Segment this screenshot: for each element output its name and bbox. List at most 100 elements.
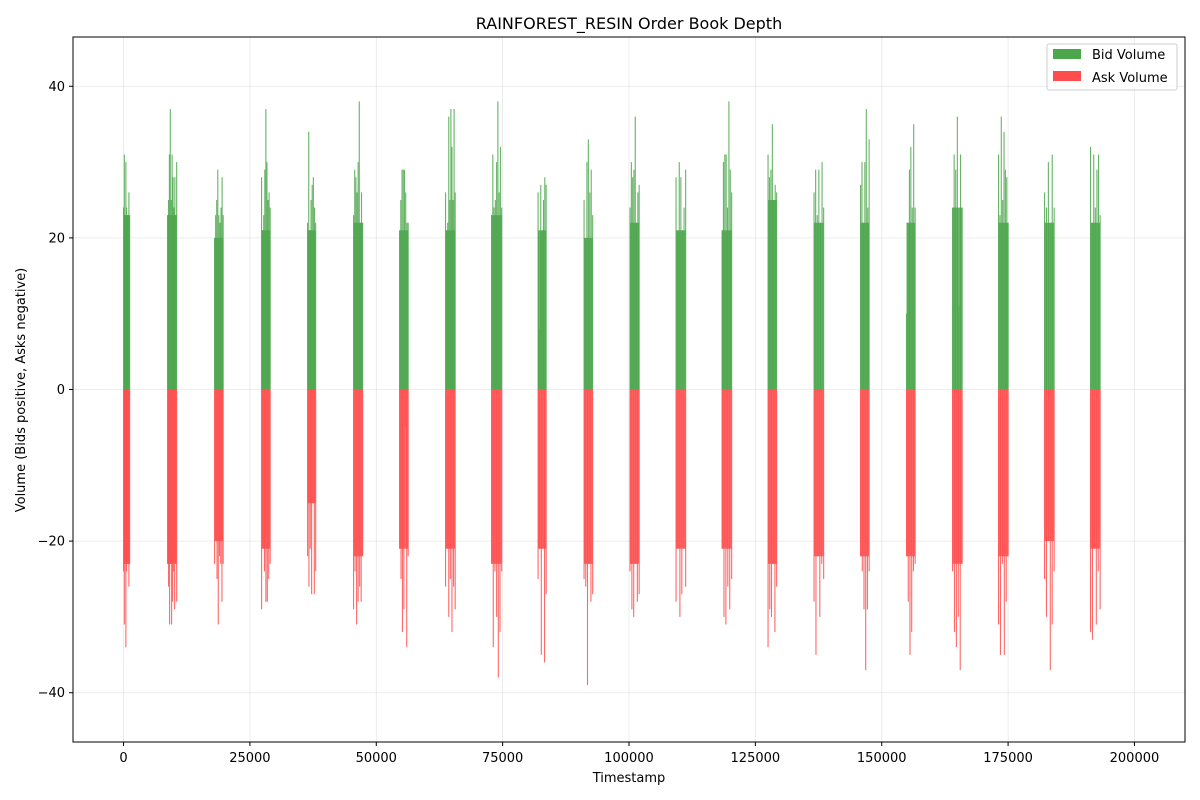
ask-bar-block xyxy=(768,389,777,564)
ask-bar xyxy=(1091,389,1094,640)
bid-bar xyxy=(453,109,455,390)
ask-bar xyxy=(404,389,406,428)
ask-bar xyxy=(176,389,178,602)
ask-bar xyxy=(126,389,128,564)
ask-bar xyxy=(539,389,541,549)
bid-bar xyxy=(1099,215,1101,390)
ask-bar xyxy=(399,389,401,549)
ask-bar xyxy=(863,389,865,610)
bid-bar xyxy=(771,124,773,390)
ask-bar-block xyxy=(214,389,224,542)
bid-bar xyxy=(399,230,401,390)
bid-bar xyxy=(683,207,685,390)
bid-bar xyxy=(403,169,406,390)
ask-bar xyxy=(1005,389,1007,602)
bid-bar xyxy=(721,230,723,390)
bid-bar xyxy=(637,192,639,390)
ask-bar xyxy=(679,389,681,617)
x-tick-label: 100000 xyxy=(604,751,654,766)
ask-bar xyxy=(592,389,594,595)
bid-bar xyxy=(450,109,452,390)
ask-bar xyxy=(123,389,125,625)
ask-bar xyxy=(308,389,310,587)
ask-bar xyxy=(407,389,409,557)
ask-bar xyxy=(222,389,224,564)
ask-bar xyxy=(677,389,679,549)
ask-bar xyxy=(1045,389,1048,617)
ask-bar xyxy=(865,389,867,670)
bid-bar xyxy=(447,222,449,390)
ask-bar xyxy=(128,389,130,587)
ask-bar xyxy=(494,389,496,572)
bid-bar xyxy=(267,199,269,390)
bid-bar xyxy=(307,222,309,390)
bid-bar xyxy=(359,222,361,390)
bid-bar xyxy=(1006,177,1008,390)
ask-bar xyxy=(959,389,961,670)
ask-bar xyxy=(819,389,821,617)
ask-bar xyxy=(631,389,633,610)
bid-bar xyxy=(360,192,363,390)
bid-bar xyxy=(776,192,778,390)
ask-bar xyxy=(542,389,544,549)
bid-bar xyxy=(1096,169,1098,390)
bid-bar xyxy=(492,154,494,390)
bid-bar xyxy=(1000,116,1002,390)
y-axis-ticks: −40 −20 0 20 40 xyxy=(38,80,73,701)
bid-bar xyxy=(821,162,823,390)
ask-bar xyxy=(815,389,817,655)
ask-bar xyxy=(770,389,773,617)
ask-bar xyxy=(400,389,402,580)
bid-bar xyxy=(584,237,587,390)
bid-bar xyxy=(315,222,317,390)
bid-bar xyxy=(592,215,594,390)
ask-bar xyxy=(866,389,868,610)
ask-bar xyxy=(683,389,685,549)
bid-bar xyxy=(265,109,267,390)
bid-bar xyxy=(357,162,359,390)
ask-bar xyxy=(313,389,315,595)
bid-bar xyxy=(167,215,169,390)
bid-bar xyxy=(124,215,126,390)
bid-bar xyxy=(313,207,316,390)
bid-bar xyxy=(309,230,311,390)
bid-bar xyxy=(541,230,543,390)
ask-bar xyxy=(1003,389,1005,655)
ask-bar xyxy=(448,389,450,617)
ask-bar xyxy=(585,389,587,587)
bid-bar xyxy=(816,215,818,390)
ask-bar-block xyxy=(1044,389,1055,542)
bid-bar xyxy=(729,169,731,390)
bid-bar xyxy=(724,154,726,390)
ask-bar xyxy=(769,389,771,610)
bid-bar xyxy=(823,207,825,390)
bid-bar xyxy=(354,169,356,390)
bid-bar xyxy=(176,162,178,390)
bid-bar xyxy=(312,177,314,390)
ask-bar xyxy=(999,389,1002,655)
bid-bar xyxy=(859,184,862,390)
ask-bar xyxy=(1001,389,1003,564)
ask-bar xyxy=(269,389,271,564)
bid-bar xyxy=(861,162,863,390)
bid-bar xyxy=(1053,207,1055,390)
ask-bar xyxy=(214,389,216,564)
bid-bar xyxy=(308,131,310,390)
bid-bar xyxy=(997,154,1000,390)
bid-bar xyxy=(722,162,724,390)
bid-bar xyxy=(815,169,817,390)
bid-bar xyxy=(219,222,221,390)
bid-bar xyxy=(951,207,954,390)
ask-bar xyxy=(167,389,169,564)
ask-bar xyxy=(1095,389,1097,625)
bid-bar xyxy=(125,162,127,390)
ask-bar xyxy=(354,389,356,572)
x-tick-label: 200000 xyxy=(1110,751,1160,766)
ask-bar xyxy=(629,389,631,572)
bid-bar xyxy=(1003,131,1005,390)
ask-bar xyxy=(912,389,914,572)
bid-bar xyxy=(538,328,540,390)
bid-bar xyxy=(400,199,402,390)
ask-bar xyxy=(127,389,129,564)
bid-bar-block xyxy=(722,230,732,390)
